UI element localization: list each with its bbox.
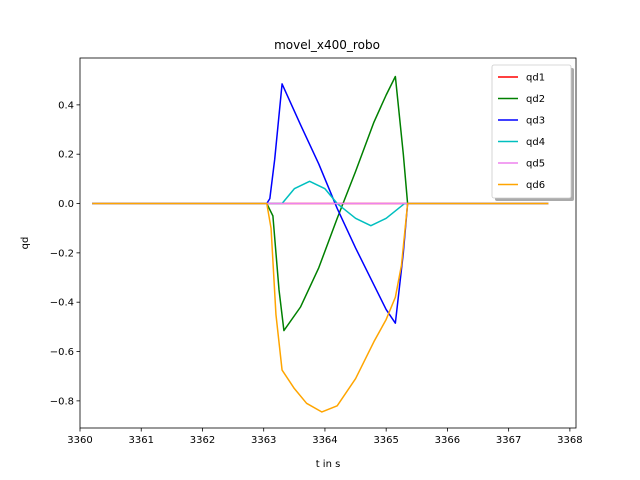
series-line-qd2	[92, 75, 549, 332]
series-line-qd6	[92, 202, 549, 413]
x-tick-label: 3368	[557, 435, 582, 446]
y-tick-label: −0.6	[50, 347, 74, 358]
x-axis-label: t in s	[316, 459, 341, 470]
legend-label-qd6: qd6	[526, 180, 545, 191]
plot-series	[92, 75, 549, 413]
series-line-qd3	[92, 83, 549, 324]
y-tick-label: −0.2	[50, 248, 74, 259]
legend-label-qd5: qd5	[526, 159, 545, 170]
x-tick-label: 3360	[67, 435, 92, 446]
y-tick-label: 0.4	[58, 100, 74, 111]
legend-label-qd1: qd1	[526, 73, 545, 84]
y-tick-label: 0.0	[58, 199, 74, 210]
legend-label-qd3: qd3	[526, 116, 545, 127]
y-tick-label: −0.4	[50, 298, 74, 309]
x-tick-label: 3366	[435, 435, 460, 446]
plot-frame	[79, 57, 577, 429]
x-tick-label: 3362	[190, 435, 215, 446]
x-axis-ticks: 3360 3361 3362 3363 3364 3365 3366 3367 3368	[67, 428, 583, 446]
y-tick-label: −0.8	[50, 396, 74, 407]
x-tick-label: 3365	[373, 435, 398, 446]
x-tick-label: 3367	[496, 435, 521, 446]
x-tick-label: 3363	[251, 435, 276, 446]
x-tick-label: 3361	[129, 435, 154, 446]
legend-box	[491, 64, 572, 199]
legend-label-qd4: qd4	[526, 137, 545, 148]
y-axis-label: qd	[20, 237, 31, 250]
legend-label-qd2: qd2	[526, 94, 545, 105]
y-axis-ticks: −0.8 −0.6 −0.4 −0.2 0.0 0.2 0.4	[50, 100, 80, 407]
chart-title: movel_x400_robo	[274, 38, 380, 52]
y-tick-label: 0.2	[58, 150, 74, 161]
legend: qd1 qd2 qd3 qd4 qd5 qd6	[491, 64, 574, 201]
x-tick-label: 3364	[312, 435, 337, 446]
